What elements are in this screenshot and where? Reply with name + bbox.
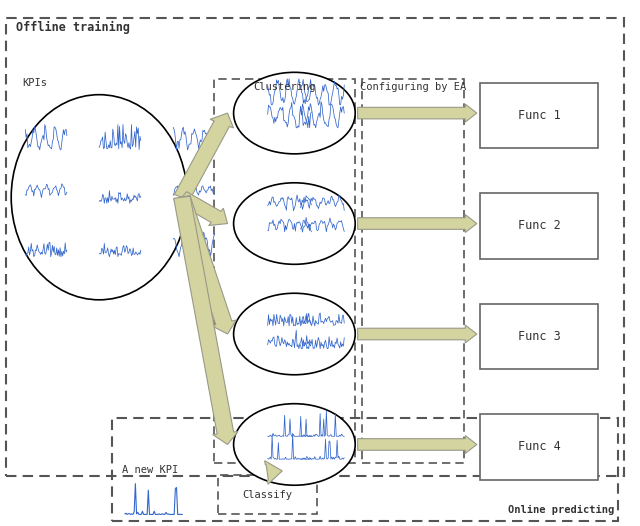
Text: Func 1: Func 1 xyxy=(518,109,561,122)
FancyArrow shape xyxy=(173,196,238,444)
FancyArrow shape xyxy=(358,325,477,343)
Text: KPIs: KPIs xyxy=(22,78,47,88)
FancyArrow shape xyxy=(174,113,234,200)
Bar xyxy=(362,79,464,463)
Ellipse shape xyxy=(234,404,355,485)
FancyArrow shape xyxy=(177,191,228,226)
FancyArrow shape xyxy=(174,196,236,334)
Text: Offline training: Offline training xyxy=(16,21,130,34)
Text: Func 2: Func 2 xyxy=(518,219,561,232)
Text: Configuring by EA: Configuring by EA xyxy=(360,82,466,92)
Bar xyxy=(218,475,317,514)
Text: Func 3: Func 3 xyxy=(518,330,561,343)
Bar xyxy=(112,418,618,521)
Ellipse shape xyxy=(234,183,355,265)
Ellipse shape xyxy=(234,72,355,154)
Bar xyxy=(480,414,598,480)
Bar xyxy=(214,79,355,463)
Ellipse shape xyxy=(234,294,355,375)
FancyArrow shape xyxy=(358,215,477,232)
Bar xyxy=(480,193,598,259)
FancyArrow shape xyxy=(358,436,477,453)
Text: A new KPI: A new KPI xyxy=(122,465,178,475)
Text: Classify: Classify xyxy=(242,490,292,500)
Text: Clustering: Clustering xyxy=(253,82,316,92)
Bar xyxy=(6,18,624,476)
Bar xyxy=(480,83,598,148)
Bar xyxy=(480,304,598,369)
FancyArrow shape xyxy=(358,104,477,122)
Text: Online predicting: Online predicting xyxy=(508,505,614,515)
Text: Func 4: Func 4 xyxy=(518,440,561,453)
FancyArrow shape xyxy=(265,461,282,484)
Ellipse shape xyxy=(12,95,187,300)
